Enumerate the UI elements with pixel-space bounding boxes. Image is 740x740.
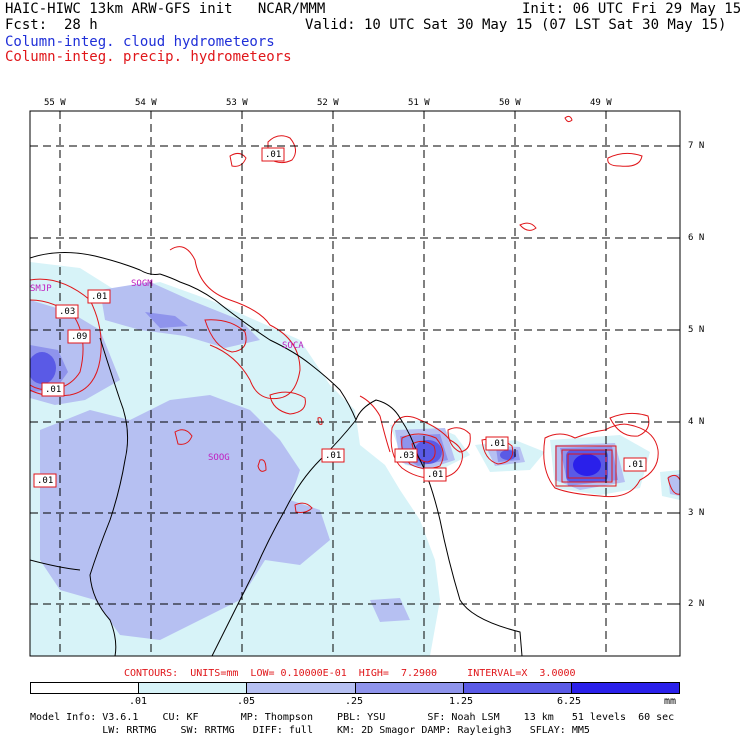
contour-label: .01: [489, 439, 506, 449]
contour-label: .01: [265, 150, 282, 160]
colorbar-tick: .05: [237, 696, 256, 707]
station-label: SMJP: [30, 284, 52, 294]
latlon-grid: [30, 111, 680, 656]
forecast-hour: 28 h: [64, 17, 98, 33]
lat-label: 4 N: [688, 417, 705, 427]
forecast-label: Fcst:: [5, 17, 48, 33]
contour-label: .01: [627, 460, 644, 470]
contour-label-boxes: [33, 147, 647, 488]
colorbar-units: mm: [664, 696, 677, 707]
axis-ticks: [59, 111, 680, 605]
colorbar-tick: .01: [129, 696, 148, 707]
contour-label: .03: [59, 307, 76, 317]
lon-label: 51 W: [408, 98, 430, 108]
lat-label: 6 N: [688, 233, 705, 243]
contour-label: .01: [91, 292, 108, 302]
station-label: SOOG: [208, 453, 230, 463]
valid-time: Valid: 10 UTC Sat 30 May 15 (07 LST Sat …: [305, 17, 727, 33]
colorbar-bin: [139, 683, 248, 693]
station-label: SOCA: [282, 341, 304, 351]
precip-field-label: Column-integ. precip. hydrometeors: [5, 49, 292, 65]
colorbar-bin: [355, 683, 464, 693]
map-frame: [29, 110, 681, 657]
model-info-line2: LW: RRTMG SW: RRTMG DIFF: full KM: 2D Sm…: [30, 725, 590, 736]
colorbar-tick: 1.25: [449, 696, 474, 707]
cloud-field-label: Column-integ. cloud hydrometeors: [5, 34, 275, 50]
lat-label: 5 N: [688, 325, 705, 335]
lat-label: 2 N: [688, 599, 705, 609]
contour-label: .01: [37, 476, 54, 486]
contour-label: .01: [325, 451, 342, 461]
plot-title: HAIC-HIWC 13km ARW-GFS init NCAR/MMM: [5, 1, 326, 17]
lon-label: 50 W: [499, 98, 521, 108]
colorbar-bin: [31, 683, 140, 693]
station-label: SOGM: [131, 279, 153, 289]
init-time: Init: 06 UTC Fri 29 May 15: [522, 1, 740, 17]
lon-label: 55 W: [44, 98, 66, 108]
colorbar-bin: [463, 683, 572, 693]
contour-label: .03: [398, 451, 415, 461]
contour-info: CONTOURS: UNITS=mm LOW= 0.10000E-01 HIGH…: [124, 668, 576, 679]
colorbar-tick: .25: [345, 696, 364, 707]
lon-label: 54 W: [135, 98, 157, 108]
colorbar-bin: [571, 683, 680, 693]
lon-label: 49 W: [590, 98, 612, 108]
lat-label: 7 N: [688, 141, 705, 151]
contour-label: .09: [71, 332, 88, 342]
colorbar: [30, 682, 680, 694]
cloud-shading-peak: [573, 454, 601, 476]
lon-label: 52 W: [317, 98, 339, 108]
lat-label: 3 N: [688, 508, 705, 518]
colorbar-tick: 6.25: [557, 696, 582, 707]
colorbar-bin: [247, 683, 356, 693]
model-info-line1: Model Info: V3.6.1 CU: KF MP: Thompson P…: [30, 712, 675, 723]
contour-label: .01: [45, 385, 62, 395]
contour-label: .01: [427, 470, 444, 480]
lon-label: 53 W: [226, 98, 248, 108]
